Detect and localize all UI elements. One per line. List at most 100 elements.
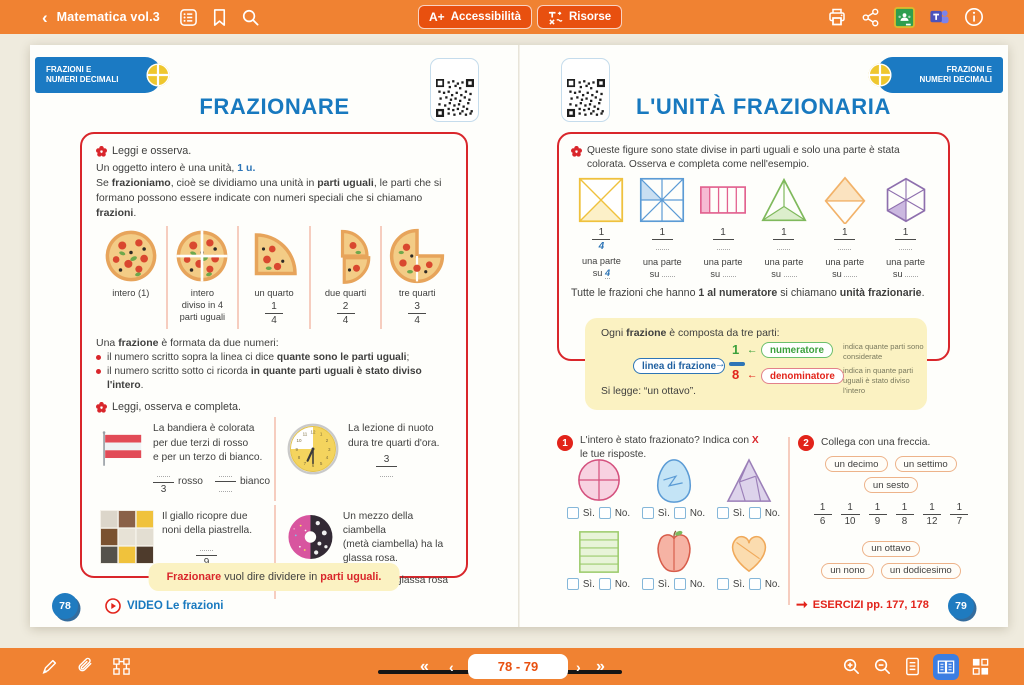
zoom-out-icon[interactable]: [873, 657, 892, 676]
book-spread: FRAZIONI E NUMERI DECIMALI FRAZIONARE Le…: [30, 45, 1008, 627]
pizza-three-quarters-image: [390, 228, 445, 283]
google-classroom-icon[interactable]: [894, 6, 915, 28]
double-page-view-button[interactable]: [933, 653, 959, 680]
pizza-cut-in-4: intero diviso in 4 parti uguali: [165, 225, 238, 329]
accessibility-button[interactable]: A+ Accessibilità: [418, 5, 533, 29]
single-page-view-icon[interactable]: [904, 657, 921, 676]
label-un-decimo: un decimo: [825, 456, 888, 472]
page-number-left: 78: [52, 593, 78, 619]
donut-image: [288, 514, 333, 559]
fraction-bar: [729, 362, 745, 366]
unit-banner-right: FRAZIONI E NUMERI DECIMALI: [877, 57, 1003, 93]
top-toolbar: ‹ Matematica vol.3 A+ Accessibilità Riso…: [0, 0, 1024, 34]
exercise2-number: 2: [798, 435, 814, 451]
numerator-description: indica quante parti sono considerate: [843, 342, 924, 361]
first-page-button[interactable]: «: [420, 657, 429, 675]
numeratore-label: numeratore: [761, 342, 833, 358]
page-indicator[interactable]: 78 - 79: [468, 654, 568, 679]
zoom-in-icon[interactable]: [842, 657, 861, 676]
pencil-icon[interactable]: [40, 657, 59, 676]
label-un-dodicesimo: un dodicesimo: [880, 562, 961, 579]
rhombus-2-image: [824, 176, 866, 224]
shape-circle-quarters: Sì. No.: [561, 458, 636, 519]
checkbox-no: [673, 578, 686, 590]
structure-icon[interactable]: [112, 657, 131, 676]
thumbnails-grid-icon[interactable]: [971, 657, 990, 676]
page-seam: [518, 45, 520, 627]
page-navigation: « ‹ 78 - 79 › »: [0, 648, 1024, 685]
info-icon[interactable]: [964, 7, 984, 27]
tiles-image: [100, 509, 154, 564]
resources-button[interactable]: Risorse: [537, 5, 623, 29]
checkbox-no: [673, 507, 686, 519]
rect-5-image: [700, 185, 747, 214]
unit-fraction-rule: Tutte le frazioni che hanno 1 al numerat…: [571, 287, 925, 300]
label-un-settimo: un settimo: [894, 456, 957, 472]
arrow-left-icon: ←: [747, 344, 758, 356]
left-lesson-box: Leggi e osserva. Un oggetto intero è una…: [80, 132, 468, 599]
checkbox-si: [716, 578, 729, 590]
checkbox-no: [748, 507, 761, 519]
figure-rect-5: 1 una parte su: [693, 176, 754, 281]
qr-code-right[interactable]: [561, 58, 610, 122]
page-number-right: 79: [948, 593, 974, 619]
bookmark-icon[interactable]: [211, 8, 228, 27]
flower-icon: [96, 402, 107, 413]
share-icon[interactable]: [861, 8, 880, 27]
denominatore-label: denominatore: [761, 368, 844, 384]
heading-leggi-completa: Leggi, osserva e completa.: [96, 401, 452, 413]
reading-note: Si legge: “un ottavo”.: [601, 386, 697, 397]
pizza-whole: intero (1): [96, 226, 166, 329]
shape-heart: Sì. No.: [711, 529, 786, 590]
triangle-3-image: [761, 177, 807, 221]
figure-rhombus-2: 1 una parte su: [814, 176, 875, 281]
paperclip-icon[interactable]: [76, 657, 95, 676]
svg-text:12: 12: [310, 430, 316, 435]
back-button[interactable]: ‹: [42, 7, 48, 27]
flag-example: La bandiera è colorata per due terzi di …: [96, 417, 274, 500]
bullet-numerator: il numero scritto sopra la linea ci dice…: [96, 351, 452, 365]
pizza-whole-image: [105, 230, 157, 281]
esercizi-link[interactable]: ➞ ESERCIZI pp. 177, 178: [796, 596, 929, 612]
arrow-right-icon: →: [715, 358, 726, 370]
video-link[interactable]: VIDEO Le frazioni: [105, 598, 224, 614]
checkbox-no: [748, 578, 761, 590]
svg-text:7: 7: [304, 461, 307, 466]
square-x-image: [579, 177, 624, 222]
svg-text:4: 4: [326, 455, 329, 460]
square-8-image: [640, 177, 685, 222]
prev-page-button[interactable]: ‹: [449, 658, 454, 675]
index-icon[interactable]: [179, 8, 198, 27]
ms-teams-icon[interactable]: [929, 7, 950, 28]
shape-apple: Sì. No.: [636, 529, 711, 590]
observe-grid: La bandiera è colorata per due terzi di …: [96, 417, 452, 599]
exercise2-prompt: Collega con una freccia.: [821, 437, 931, 448]
svg-text:8: 8: [298, 455, 301, 460]
print-icon[interactable]: [827, 7, 847, 27]
next-page-button[interactable]: ›: [576, 658, 581, 675]
label-un-nono: un nono: [821, 562, 874, 579]
exercise1-prompt: L'intero è stato frazionato? Indica con …: [580, 435, 759, 461]
tiles-example: Il giallo ricopre due noni della piastre…: [96, 505, 274, 599]
denominator-description: indica in quante parti uguali è stato di…: [843, 366, 914, 395]
exercise-divider: [788, 437, 790, 605]
search-icon[interactable]: [241, 8, 260, 27]
linea-di-frazione-label: linea di frazione: [633, 358, 726, 374]
qr-code-left[interactable]: [430, 58, 479, 122]
last-page-button[interactable]: »: [596, 657, 605, 675]
bottom-toolbar: « ‹ 78 - 79 › »: [0, 648, 1024, 685]
bullet-denominator: il numero scritto sotto ci ricorda in qu…: [96, 365, 452, 394]
fraction-parts-note: Ogni frazione è composta da tre parti: l…: [585, 318, 927, 410]
checkbox-si: [566, 578, 579, 590]
label-un-ottavo: un ottavo: [862, 540, 920, 557]
svg-text:1: 1: [320, 432, 323, 437]
flag-image: [102, 431, 142, 467]
play-icon: [105, 598, 121, 614]
